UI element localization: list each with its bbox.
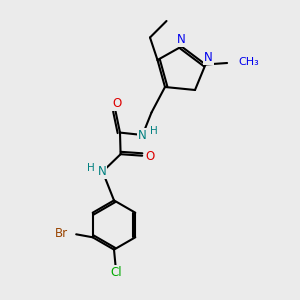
Text: N: N xyxy=(137,129,146,142)
Text: Cl: Cl xyxy=(110,266,122,279)
Text: H: H xyxy=(150,126,158,136)
Text: CH₃: CH₃ xyxy=(238,57,259,68)
Text: Br: Br xyxy=(55,226,68,240)
Text: O: O xyxy=(112,97,122,110)
Text: N: N xyxy=(204,51,213,64)
Text: N: N xyxy=(176,33,185,46)
Text: O: O xyxy=(145,150,154,163)
Text: N: N xyxy=(98,165,106,178)
Text: H: H xyxy=(87,163,95,173)
